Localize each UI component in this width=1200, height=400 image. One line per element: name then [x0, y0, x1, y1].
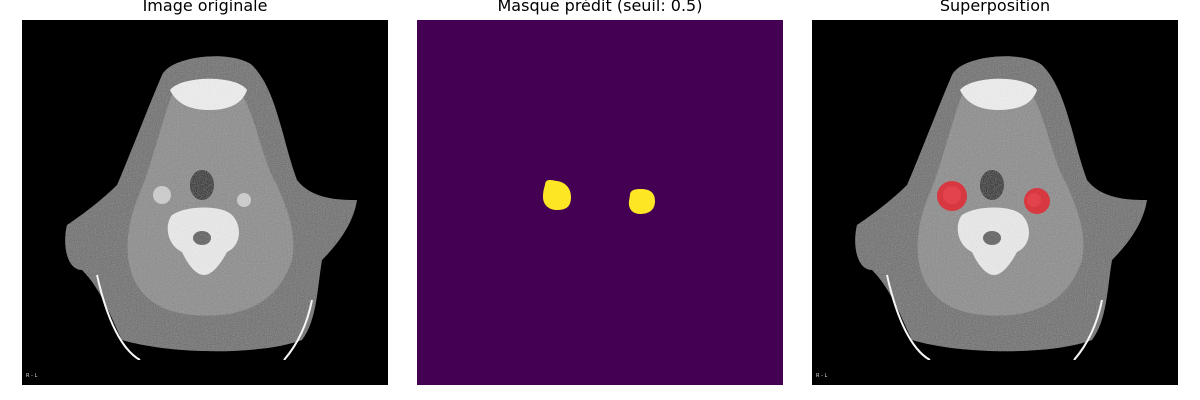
panel-overlay: Superposition R - L [812, 0, 1178, 400]
ct-image-original: R - L [22, 20, 388, 385]
predicted-mask-image [417, 20, 783, 385]
scan-orientation-label: R - L [26, 373, 37, 379]
panel-title-mask: Masque prédit (seuil: 0.5) [497, 0, 703, 15]
panel-title-overlay: Superposition [939, 0, 1051, 15]
overlay-highlight-right [1024, 188, 1050, 214]
panel-original: Image originale R - L [22, 0, 388, 400]
overlay-highlight-left [937, 181, 967, 211]
scan-orientation-label-overlay: R - L [816, 373, 827, 379]
panel-mask: Masque prédit (seuil: 0.5) [417, 0, 783, 400]
overlay-image: R - L [812, 20, 1178, 385]
panel-title-original: Image originale [142, 0, 268, 15]
mask-background [417, 20, 783, 385]
mask-region-left [543, 179, 571, 210]
mask-region-right [628, 189, 655, 214]
